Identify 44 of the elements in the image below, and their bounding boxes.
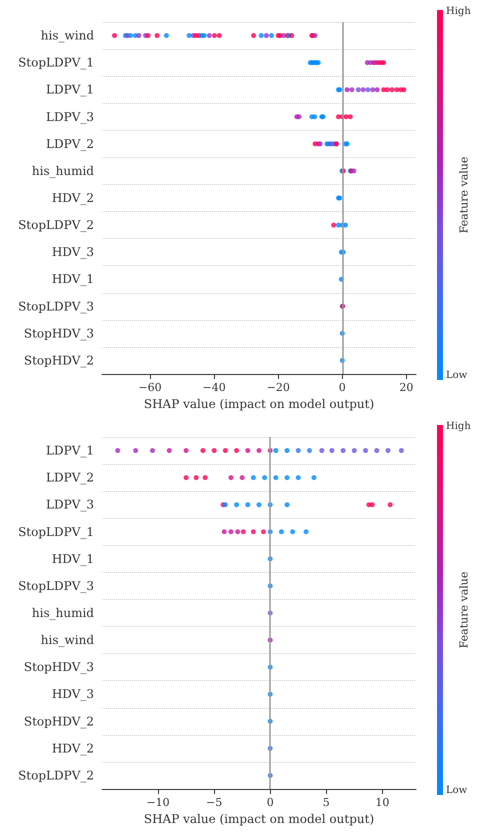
y-tick-label: HDV_3 xyxy=(52,687,94,702)
x-tick-label: 20 xyxy=(399,381,414,394)
y-tick-label: HDV_1 xyxy=(52,272,94,286)
y-tick-label: LDPV_2 xyxy=(46,470,94,485)
y-tick-label: StopHDV_2 xyxy=(24,353,94,368)
y-tick-label: LDPV_1 xyxy=(46,82,94,97)
x-tick-label: 10 xyxy=(375,796,390,809)
color-bar-title: Feature value xyxy=(458,156,470,234)
x-tick-label: 0 xyxy=(338,381,346,394)
text: Low xyxy=(446,785,468,796)
y-tick-label: StopLDPV_2 xyxy=(18,768,94,782)
x-axis-title: SHAP value (impact on model output) xyxy=(144,812,374,826)
y-tick-label: HDV_1 xyxy=(52,552,94,566)
y-tick-label: his_humid xyxy=(32,164,94,178)
x-tick-label: −20 xyxy=(266,381,290,394)
text: High xyxy=(446,421,471,432)
y-tick-label: his_wind xyxy=(40,28,94,43)
x-tick-label: 0 xyxy=(266,796,274,809)
y-tick-label: StopLDPV_3 xyxy=(18,299,94,314)
y-tick-label: StopLDPV_1 xyxy=(18,524,94,539)
y-tick-label: StopLDPV_2 xyxy=(18,218,94,232)
y-tick-label: HDV_2 xyxy=(52,741,94,756)
y-tick-label: HDV_3 xyxy=(52,245,94,260)
y-tick-label: LDPV_2 xyxy=(46,136,94,151)
y-tick-label: StopHDV_3 xyxy=(24,326,94,340)
x-tick-label: −5 xyxy=(206,796,222,809)
y-tick-label: StopLDPV_1 xyxy=(18,56,94,70)
x-tick-label: 5 xyxy=(322,796,330,809)
x-tick-label: −40 xyxy=(202,381,226,394)
x-tick-label: −10 xyxy=(146,796,170,809)
text: Low xyxy=(446,370,468,381)
x-tick-label: −60 xyxy=(138,381,162,394)
y-tick-label: LDPV_1 xyxy=(46,444,94,458)
y-tick-label: StopHDV_2 xyxy=(24,714,94,728)
y-tick-label: HDV_2 xyxy=(52,191,94,205)
y-tick-label: LDPV_3 xyxy=(46,498,94,512)
x-axis-title: SHAP value (impact on model output) xyxy=(144,397,374,411)
y-tick-label: StopHDV_3 xyxy=(24,660,94,674)
y-tick-label: his_humid xyxy=(32,606,94,620)
color-bar-title: Feature value xyxy=(458,572,470,648)
y-tick-label: StopLDPV_3 xyxy=(18,578,94,593)
y-tick-label: LDPV_3 xyxy=(46,110,94,124)
y-tick-label: his_wind xyxy=(40,633,94,648)
text: High xyxy=(446,6,471,17)
